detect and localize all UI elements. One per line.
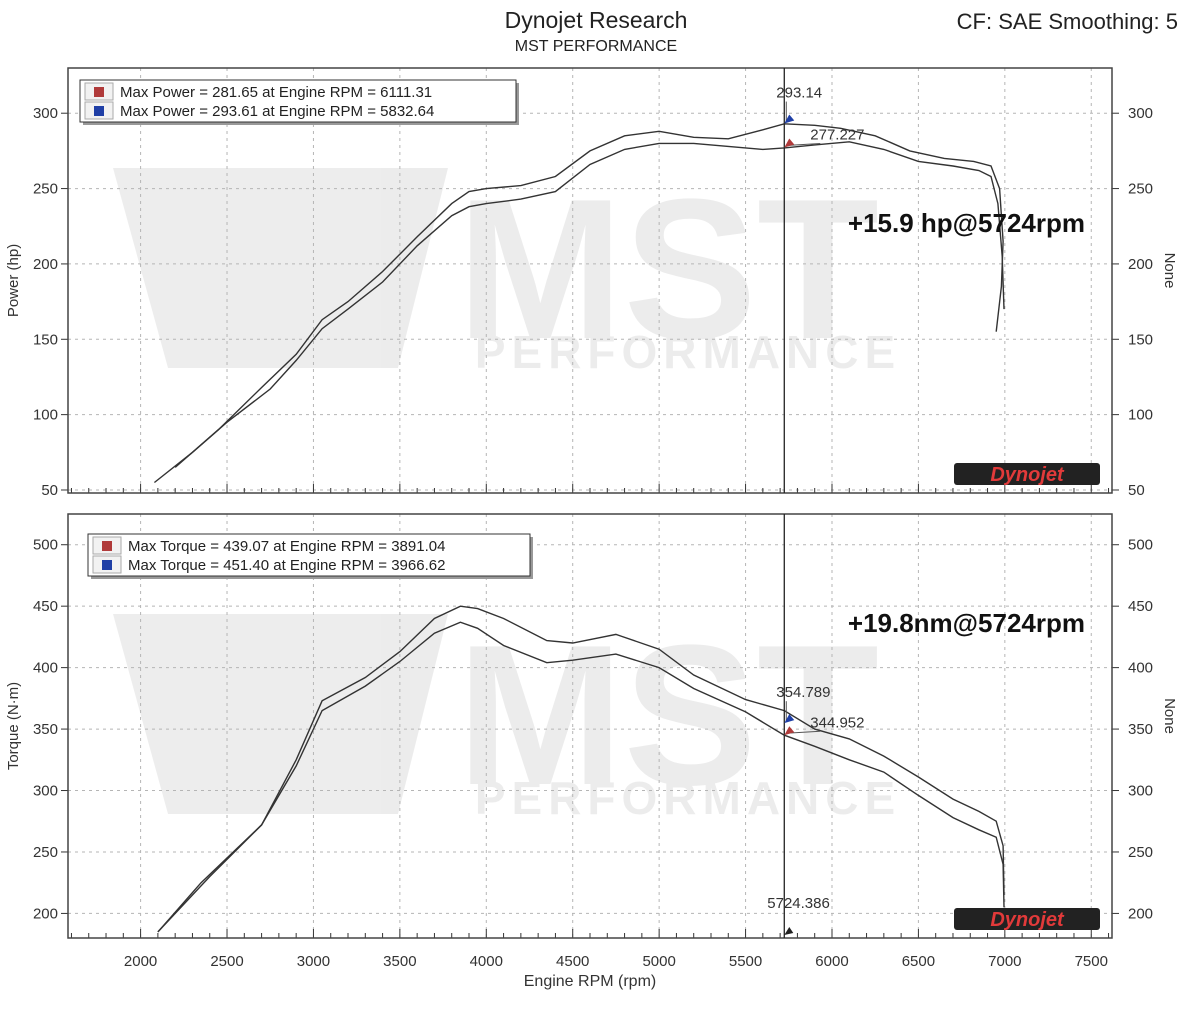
- x-tick-label: 2000: [124, 953, 157, 970]
- y2-axis-label: None: [1161, 698, 1178, 734]
- red-run-curve: [157, 621, 1005, 933]
- x-tick-label: 3500: [383, 953, 416, 970]
- y2-tick-label: 300: [1128, 105, 1153, 122]
- y-tick-label: 100: [33, 407, 58, 424]
- y-tick-label: 200: [33, 256, 58, 273]
- watermark-emblem: [113, 168, 448, 368]
- chart-title: Dynojet Research: [504, 7, 688, 33]
- gain-label: +19.8nm@5724rpm: [848, 608, 1085, 638]
- y-tick-label: 400: [33, 660, 58, 677]
- annotation-marker: [784, 138, 795, 148]
- y2-tick-label: 500: [1128, 537, 1153, 554]
- y2-tick-label: 250: [1128, 181, 1153, 198]
- y2-tick-label: 100: [1128, 407, 1153, 424]
- torque-frame: [67, 513, 1113, 939]
- y-tick-label: 50: [41, 482, 58, 499]
- watermark-text: MST: [457, 158, 879, 381]
- y2-tick-label: 200: [1128, 905, 1153, 922]
- annotation-marker: [784, 714, 795, 724]
- logo-bg: [954, 908, 1100, 930]
- legend-box: [79, 79, 517, 123]
- cursor-rpm-label: 5724.386: [767, 895, 830, 912]
- y2-tick-label: 200: [1128, 256, 1153, 273]
- watermark-subtext: PERFORMANCE: [475, 326, 901, 378]
- x-tick-label: 7500: [1075, 953, 1108, 970]
- y2-tick-label: 150: [1128, 331, 1153, 348]
- y-axis-label: Torque (N·m): [5, 682, 22, 770]
- red-run-curve: [153, 141, 1005, 484]
- blue-run-curve: [174, 123, 1004, 468]
- power-plot-area: [68, 68, 1112, 493]
- legend-entry: Max Power = 293.61 at Engine RPM = 5832.…: [120, 103, 434, 120]
- y2-tick-label: 250: [1128, 844, 1153, 861]
- legend-swatch: [102, 560, 112, 570]
- correction-factor-label: CF: SAE Smoothing: 5: [956, 9, 1178, 34]
- y-tick-label: 500: [33, 537, 58, 554]
- x-tick-label: 6000: [815, 953, 848, 970]
- x-tick-label: 2500: [210, 953, 243, 970]
- legend-entry: Max Power = 281.65 at Engine RPM = 6111.…: [120, 84, 432, 101]
- torque-plot-area: [68, 514, 1112, 938]
- x-tick-label: 5500: [729, 953, 762, 970]
- logo-text: Dynojet: [990, 464, 1065, 486]
- cursor-value-label: 354.789: [776, 684, 830, 701]
- y2-tick-label: 350: [1128, 721, 1153, 738]
- cursor-rpm-marker: [784, 927, 794, 935]
- cursor-value-label: 277.227: [810, 127, 864, 144]
- x-axis-label: Engine RPM (rpm): [524, 973, 656, 990]
- legend-entry: Max Torque = 451.40 at Engine RPM = 3966…: [128, 557, 445, 574]
- y-tick-label: 350: [33, 721, 58, 738]
- legend-entry: Max Torque = 439.07 at Engine RPM = 3891…: [128, 538, 445, 555]
- x-tick-label: 6500: [902, 953, 935, 970]
- y-tick-label: 450: [33, 598, 58, 615]
- annotation-marker: [784, 114, 795, 124]
- y-tick-label: 250: [33, 844, 58, 861]
- x-tick-label: 5000: [642, 953, 675, 970]
- chart-subtitle: MST PERFORMANCE: [514, 38, 678, 55]
- logo-text: Dynojet: [990, 909, 1065, 931]
- cursor-value-label: 293.14: [776, 85, 822, 102]
- y-tick-label: 200: [33, 905, 58, 922]
- y-tick-label: 300: [33, 105, 58, 122]
- blue-run-curve: [157, 605, 1005, 933]
- x-tick-label: 4500: [556, 953, 589, 970]
- x-tick-label: 7000: [988, 953, 1021, 970]
- y-tick-label: 250: [33, 181, 58, 198]
- logo-bg: [954, 463, 1100, 485]
- power-frame: [67, 67, 1113, 494]
- y2-tick-label: 300: [1128, 783, 1153, 800]
- cursor-value-label: 344.952: [810, 714, 864, 731]
- y-tick-label: 150: [33, 331, 58, 348]
- dynojet-logo: Dynojet: [954, 908, 1100, 931]
- annotation-marker: [784, 726, 795, 736]
- legend-swatch: [102, 541, 112, 551]
- legend-swatch: [94, 87, 104, 97]
- x-tick-label: 4000: [470, 953, 503, 970]
- y2-tick-label: 400: [1128, 660, 1153, 677]
- y2-tick-label: 450: [1128, 598, 1153, 615]
- legend-swatch: [94, 106, 104, 116]
- gain-label: +15.9 hp@5724rpm: [848, 208, 1085, 238]
- y-tick-label: 300: [33, 783, 58, 800]
- dynojet-logo: Dynojet: [954, 463, 1100, 486]
- watermark-text: MST: [457, 604, 879, 827]
- y2-tick-label: 50: [1128, 482, 1145, 499]
- y2-axis-label: None: [1161, 253, 1178, 289]
- legend-box: [87, 533, 531, 577]
- watermark-subtext: PERFORMANCE: [475, 772, 901, 824]
- y-axis-label: Power (hp): [5, 244, 22, 317]
- watermark-emblem: [113, 614, 448, 814]
- x-tick-label: 3000: [297, 953, 330, 970]
